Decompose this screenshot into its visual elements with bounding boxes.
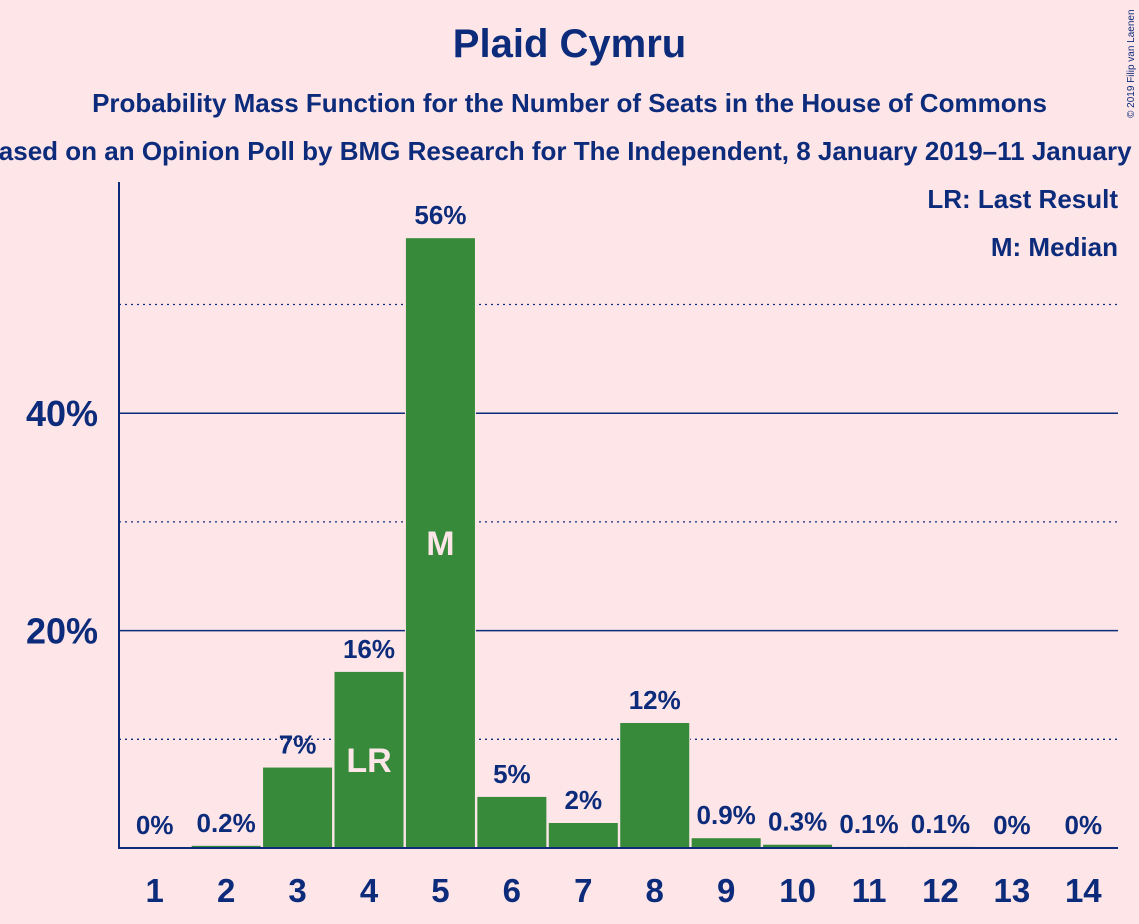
x-tick-label-10: 10	[779, 872, 816, 909]
value-label-12: 0.1%	[911, 809, 970, 839]
x-tick-label-6: 6	[503, 872, 521, 909]
bar-6	[477, 796, 547, 848]
value-labels: 0% 0.2% 7% 16% 56% 5% 2% 12% 0.9% 0.3% 0.1% 0.1% 0% 0…	[136, 200, 1102, 840]
value-label-14: 0%	[1065, 810, 1103, 840]
legend-last-result: LR: Last Result	[927, 184, 1118, 214]
x-tick-label-12: 12	[922, 872, 959, 909]
chart-subtitle: Probability Mass Function for the Number…	[92, 88, 1047, 118]
bar-5	[405, 238, 475, 848]
value-label-7: 2%	[565, 785, 603, 815]
x-tick-label-7: 7	[574, 872, 592, 909]
value-label-3: 7%	[279, 730, 317, 760]
x-tick-label-8: 8	[646, 872, 664, 909]
bar-4	[334, 671, 404, 848]
value-label-8: 12%	[629, 685, 681, 715]
value-label-5: 56%	[414, 200, 466, 230]
bar-3	[263, 767, 333, 848]
x-tick-label-3: 3	[288, 872, 306, 909]
bars	[190, 237, 976, 848]
x-tick-label-1: 1	[146, 872, 164, 909]
x-tick-label-11: 11	[852, 872, 887, 909]
chart-title: Plaid Cymru	[452, 22, 687, 66]
value-label-13: 0%	[993, 810, 1031, 840]
bar-8	[620, 722, 690, 848]
value-label-9: 0.9%	[697, 800, 756, 830]
bar-10	[763, 844, 833, 848]
bar-2	[191, 845, 261, 848]
x-tick-label-4: 4	[360, 872, 379, 909]
value-label-11: 0.1%	[839, 809, 898, 839]
y-tick-label: 40%	[26, 393, 98, 434]
y-tick-label: 20%	[26, 611, 98, 652]
x-tick-label-13: 13	[994, 872, 1031, 909]
x-tick-label-14: 14	[1065, 872, 1102, 909]
x-tick-label-5: 5	[431, 872, 449, 909]
bar-9	[691, 838, 761, 848]
grid-lines	[119, 303, 1118, 740]
bar-annotation-lr: LR	[346, 742, 391, 780]
bar-7	[548, 822, 618, 848]
value-label-6: 5%	[493, 759, 531, 789]
chart-source: Based on an Opinion Poll by BMG Research…	[0, 136, 1139, 166]
bar-annotation-m: M	[426, 525, 454, 563]
value-label-10: 0.3%	[768, 807, 827, 837]
x-tick-label-9: 9	[717, 872, 735, 909]
value-label-1: 0%	[136, 810, 174, 840]
value-label-4: 16%	[343, 634, 395, 664]
axes: 20%40%1 2 3 4 5 6 7 8 9 10 11 12 13 14	[26, 182, 1118, 909]
legend-median: M: Median	[990, 232, 1118, 262]
value-label-2: 0.2%	[197, 808, 256, 838]
x-tick-label-2: 2	[217, 872, 235, 909]
